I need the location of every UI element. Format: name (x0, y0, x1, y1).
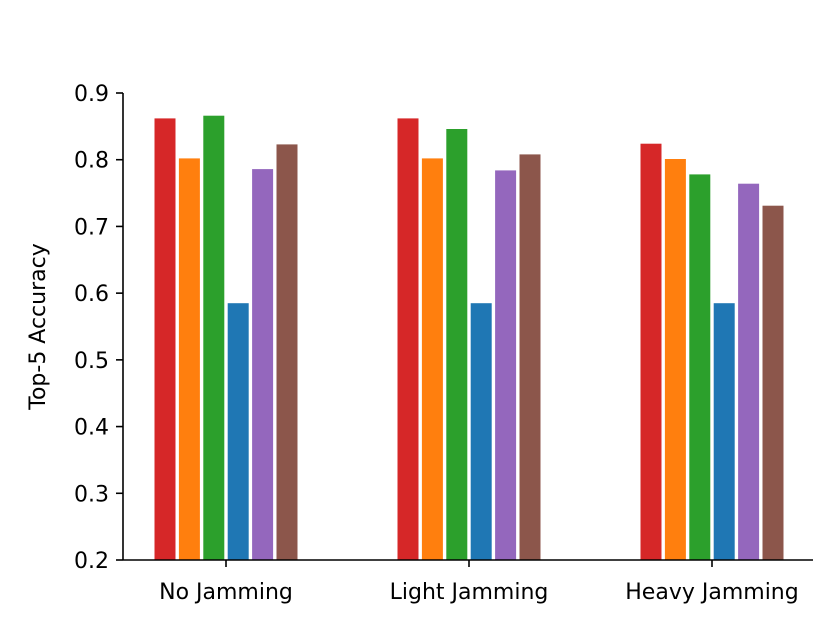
bar-series-4-heavy-jamming (713, 303, 735, 560)
y-tick-label: 0.9 (74, 82, 109, 107)
y-tick-label: 0.2 (74, 549, 109, 574)
bar-series-1-no-jamming (154, 118, 176, 561)
bar-series-1-heavy-jamming (640, 143, 662, 560)
bar-series-6-no-jamming (276, 144, 298, 560)
x-tick-label: Heavy Jamming (625, 580, 798, 605)
y-tick-label: 0.7 (74, 215, 109, 240)
bar-series-2-light-jamming (421, 158, 443, 560)
x-ticks-group: No Jamming Light Jamming Heavy Jamming (159, 560, 799, 605)
y-tick-label: 0.5 (74, 349, 109, 374)
y-ticks-group: 0.2 0.3 0.4 0.5 0.6 0.7 0.8 0.9 (74, 82, 123, 574)
y-tick-label: 0.3 (74, 482, 109, 507)
bar-series-5-heavy-jamming (738, 183, 760, 560)
bar-series-4-light-jamming (470, 303, 492, 560)
bar-series-6-light-jamming (519, 154, 541, 560)
bar-series-2-heavy-jamming (664, 159, 686, 560)
bar-series-4-no-jamming (227, 303, 249, 560)
y-tick-label: 0.4 (74, 416, 109, 441)
y-tick-label: 0.6 (74, 282, 109, 307)
x-tick-label: Light Jamming (390, 580, 549, 605)
bar-series-2-no-jamming (178, 158, 200, 560)
bar-series-5-light-jamming (495, 170, 517, 560)
bar-series-5-no-jamming (252, 169, 274, 560)
bars-group (154, 115, 784, 561)
x-tick-label: No Jamming (159, 580, 293, 605)
bar-series-1-light-jamming (397, 118, 419, 561)
bar-series-6-heavy-jamming (762, 205, 784, 560)
y-axis-label: Top-5 Accuracy (26, 243, 51, 411)
y-tick-label: 0.8 (74, 149, 109, 174)
bar-series-3-no-jamming (203, 115, 225, 560)
bar-series-3-light-jamming (446, 129, 468, 560)
bar-series-3-heavy-jamming (689, 174, 711, 560)
